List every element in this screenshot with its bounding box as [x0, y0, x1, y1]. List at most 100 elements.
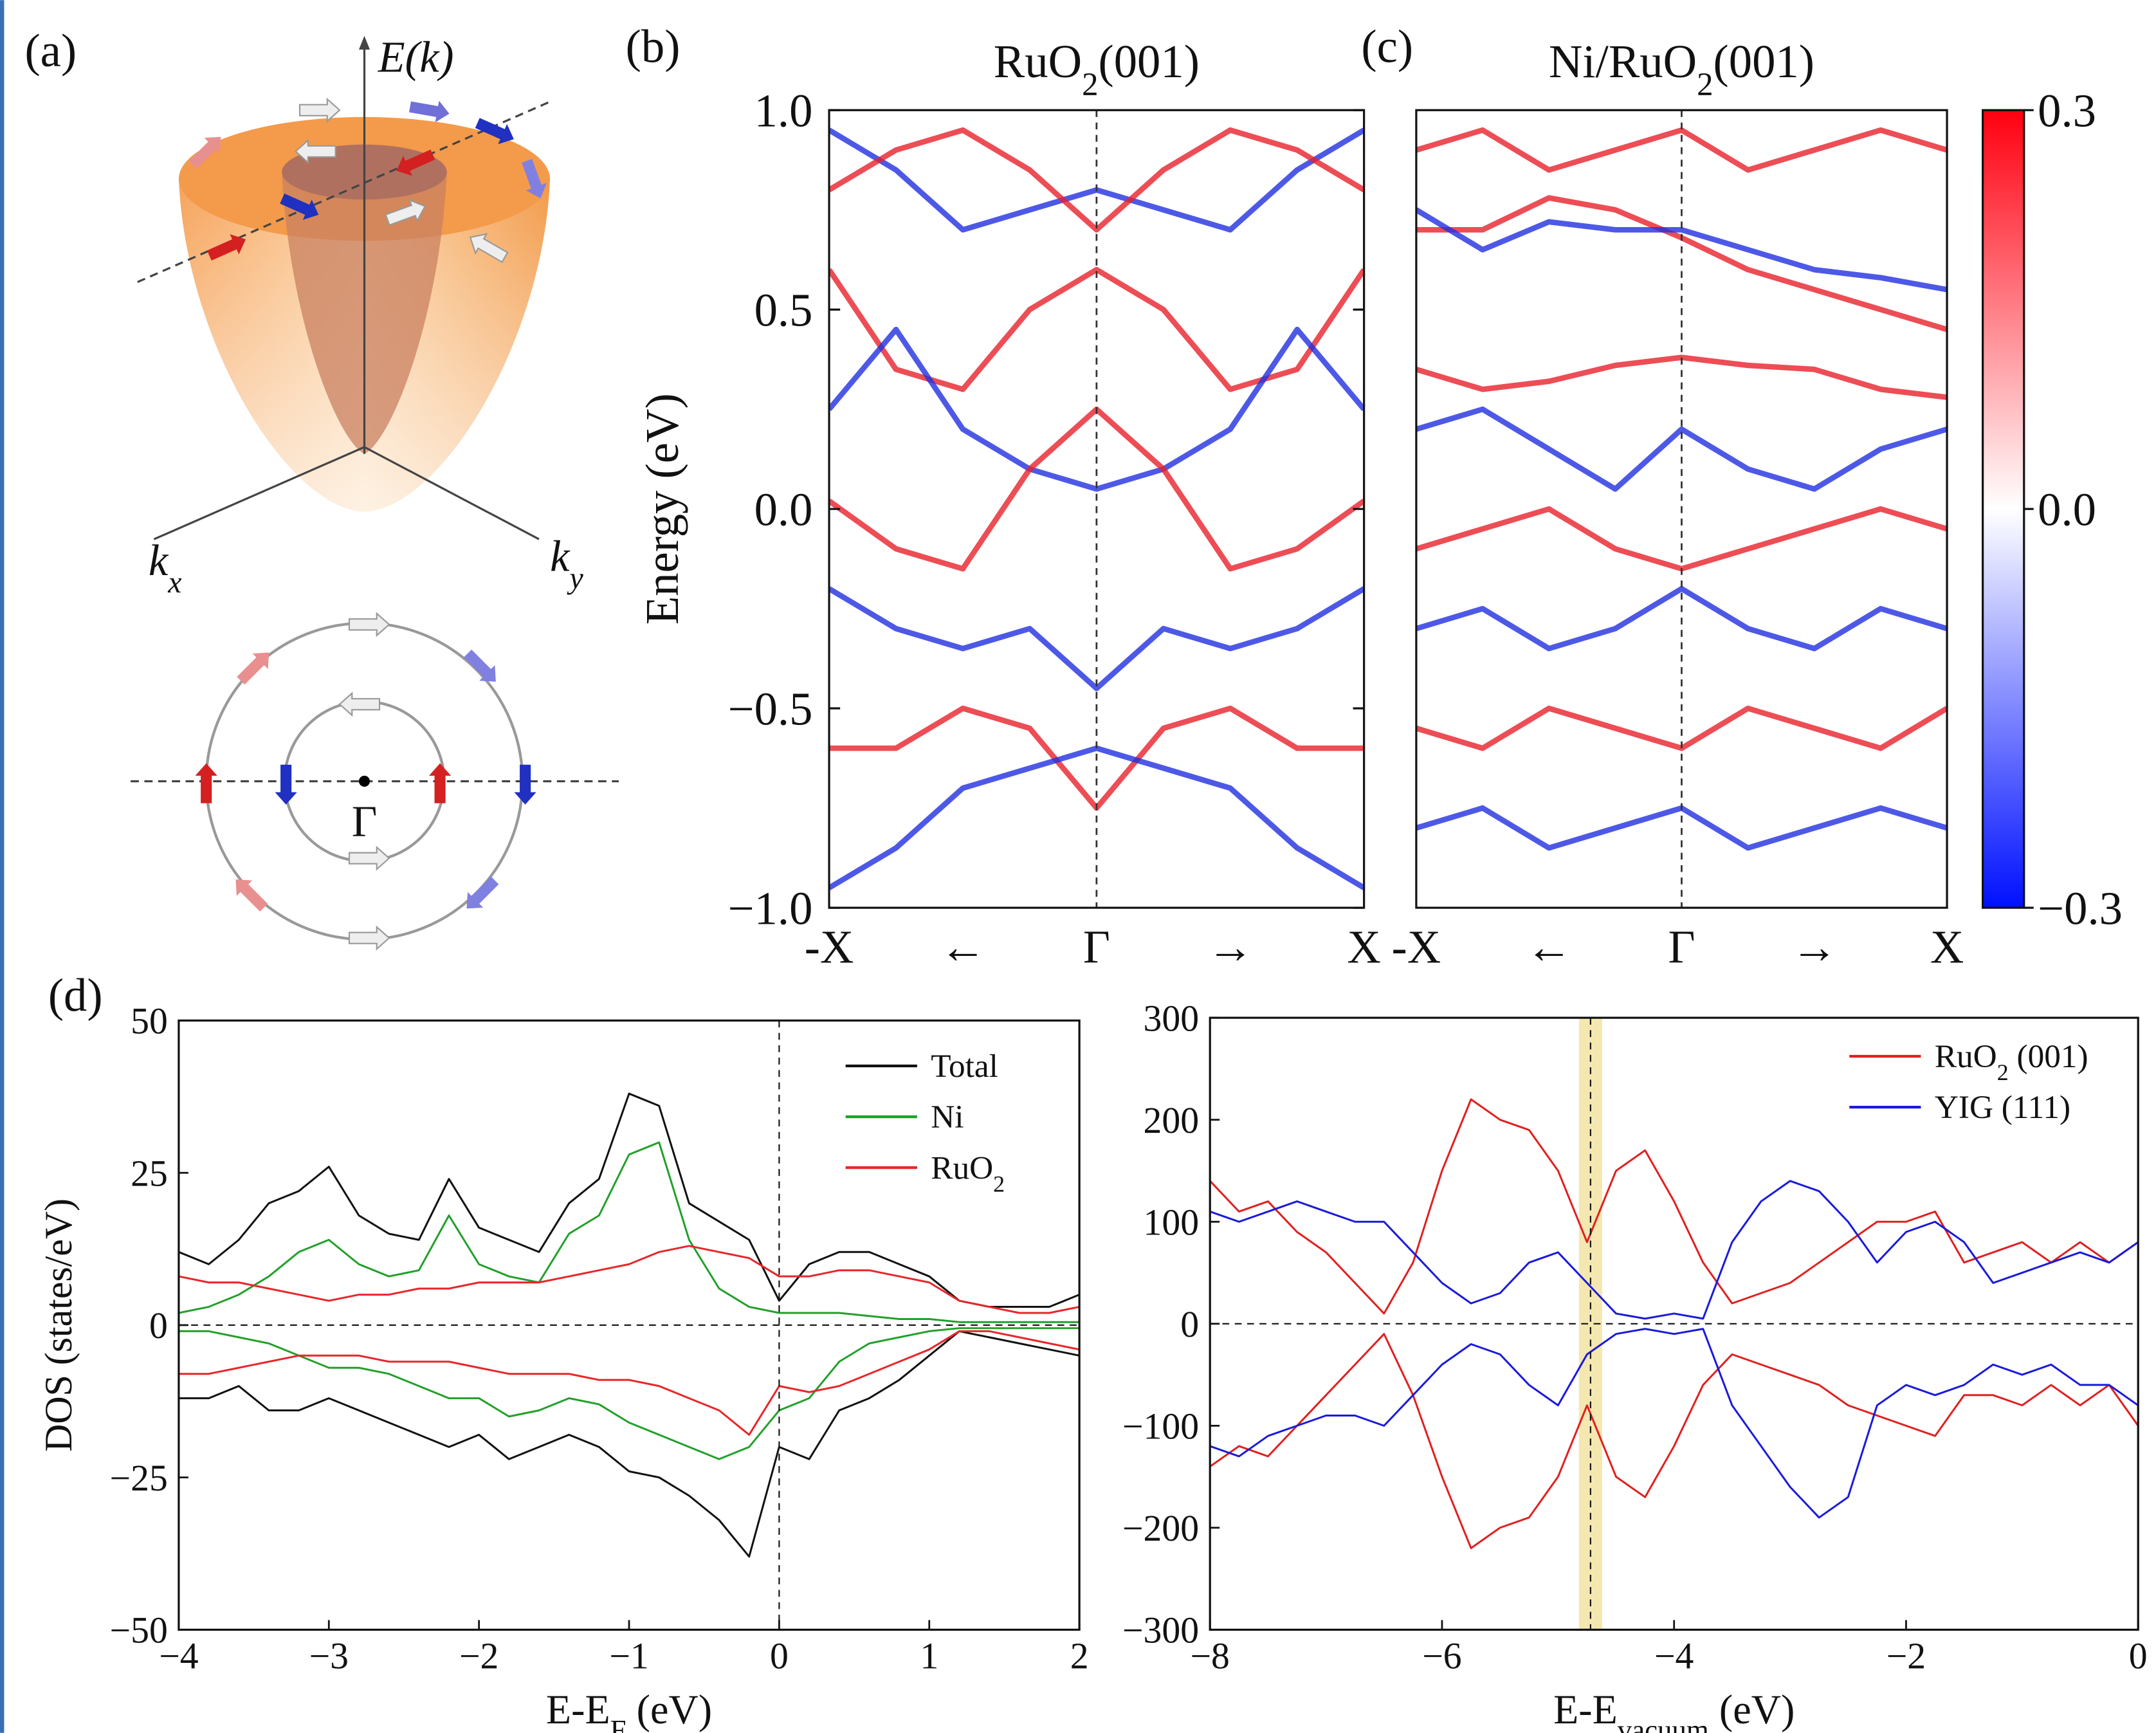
subscript: y: [567, 561, 583, 595]
y-tick-label: 100: [1144, 1202, 1200, 1243]
dos-down-line: [1210, 1333, 2139, 1550]
band-line: [1416, 354, 1948, 400]
plot-frame: [1415, 109, 1948, 909]
dos-down-line: [178, 1327, 1080, 1460]
x-tick-label: -X: [805, 921, 854, 973]
text-part: k: [149, 536, 169, 585]
x-tick-label: −2: [1886, 1636, 1926, 1676]
kx-label: kx: [149, 536, 182, 600]
dos-up-line: [178, 1245, 1080, 1314]
panel-label: (d): [48, 969, 103, 1021]
x-tick-label: 0: [770, 1636, 789, 1676]
y-tick-label: 0: [1180, 1305, 1199, 1345]
dos-up-line: [178, 1092, 1080, 1308]
panel-a-diagram: (a) E(k) kx ky Γ: [24, 24, 619, 950]
kx-axis: [153, 446, 365, 540]
subscript: x: [167, 565, 181, 599]
y-axis-label: Energy (eV): [636, 393, 688, 625]
x-tick-label: −4: [159, 1636, 198, 1676]
ky-label: ky: [550, 531, 583, 595]
colorbar-tick-label: 0.3: [2038, 85, 2096, 137]
y-tick-label: −50: [110, 1611, 168, 1651]
colorbar-tick-label: −0.3: [2038, 883, 2123, 935]
x-tick-label: −1: [609, 1636, 648, 1676]
band-line: [829, 326, 1364, 492]
dos-up-line: [178, 1141, 1080, 1323]
band-line: [829, 127, 1364, 233]
subscript: 2: [1697, 67, 1713, 103]
x-tick-label: ←: [940, 921, 987, 973]
panel-label: (a): [24, 24, 77, 77]
legend-label: RuO2 (001): [1935, 1038, 2088, 1085]
x-tick-label: −3: [309, 1636, 349, 1676]
text-part: RuO: [1935, 1038, 1997, 1075]
x-tick-label: -X: [1392, 921, 1441, 973]
y-tick-label: 50: [131, 1002, 168, 1042]
ky-axis: [363, 446, 540, 540]
x-tick-label: Γ: [1083, 921, 1110, 973]
subscript: 2: [993, 1171, 1005, 1197]
y-tick-label: 1.0: [754, 85, 813, 137]
text-part: k: [550, 531, 571, 580]
x-tick-label: X: [1930, 921, 1964, 973]
chart-title: RuO2(001): [994, 35, 1200, 103]
x-tick-label: 0: [2129, 1636, 2148, 1676]
subscript: 2: [1082, 67, 1098, 103]
legend-label: Ni: [931, 1099, 964, 1135]
band-line: [1416, 127, 1948, 173]
x-tick-label: −6: [1422, 1636, 1461, 1676]
axis-arrowhead: [358, 35, 370, 50]
text-part: (001): [2009, 1038, 2088, 1075]
dos-up-line: [1210, 1180, 2139, 1320]
y-tick-label: −0.5: [728, 683, 813, 735]
panel-label: (c): [1361, 20, 1413, 72]
legend-label: YIG (111): [1935, 1089, 2070, 1126]
dos-up-line: [1210, 1098, 2139, 1315]
y-axis-label: DOS (states/eV): [37, 1198, 80, 1452]
gamma-label: Γ: [352, 797, 378, 846]
energy-label: E(k): [378, 32, 454, 81]
colorbar: [1982, 109, 2025, 909]
subscript: F: [610, 1714, 626, 1733]
dos-lines: [178, 1092, 1080, 1558]
y-tick-label: −100: [1122, 1407, 1199, 1447]
y-tick-label: 0.0: [754, 484, 813, 536]
text-part: E-E: [546, 1687, 610, 1732]
y-tick-label: 200: [1144, 1101, 1200, 1141]
band-line: [829, 266, 1364, 392]
x-tick-label: →: [1791, 921, 1838, 973]
text-part: (001): [1713, 35, 1814, 87]
x-tick-label: Γ: [1668, 921, 1695, 973]
y-tick-label: 0: [149, 1306, 168, 1346]
text-part: E-E: [1553, 1687, 1618, 1732]
dos-down-line: [178, 1330, 1080, 1436]
text-part: Ni/RuO: [1549, 35, 1697, 87]
y-tick-label: −300: [1122, 1611, 1199, 1651]
x-tick-label: ←: [1526, 921, 1573, 973]
gamma-point: [358, 775, 370, 787]
x-tick-label: 2: [1070, 1636, 1089, 1676]
x-tick-label: −4: [1654, 1636, 1694, 1676]
panel-label: (b): [626, 20, 681, 72]
x-axis-label: E-Evacuum (eV): [1553, 1687, 1795, 1733]
y-tick-label: −200: [1122, 1508, 1199, 1549]
text-part: (eV): [1709, 1687, 1795, 1732]
band-line: [1416, 406, 1948, 492]
colorbar-tick-label: 0.0: [2038, 484, 2096, 536]
x-tick-label: −2: [459, 1636, 498, 1676]
chart-title: Ni/RuO2(001): [1549, 35, 1814, 103]
x-tick-label: X: [1347, 921, 1380, 973]
band-line: [1416, 585, 1948, 652]
y-tick-label: 300: [1144, 998, 1200, 1039]
x-tick-label: −8: [1191, 1636, 1230, 1676]
dos-down-line: [1210, 1328, 2139, 1519]
band-line: [1416, 207, 1948, 293]
text-part: RuO: [931, 1150, 993, 1186]
window-edge: [0, 0, 5, 1733]
text-part: (001): [1099, 35, 1200, 87]
y-tick-label: 0.5: [754, 284, 813, 336]
x-axis-label: E-EF (eV): [546, 1687, 712, 1733]
text-part: (eV): [626, 1687, 713, 1732]
